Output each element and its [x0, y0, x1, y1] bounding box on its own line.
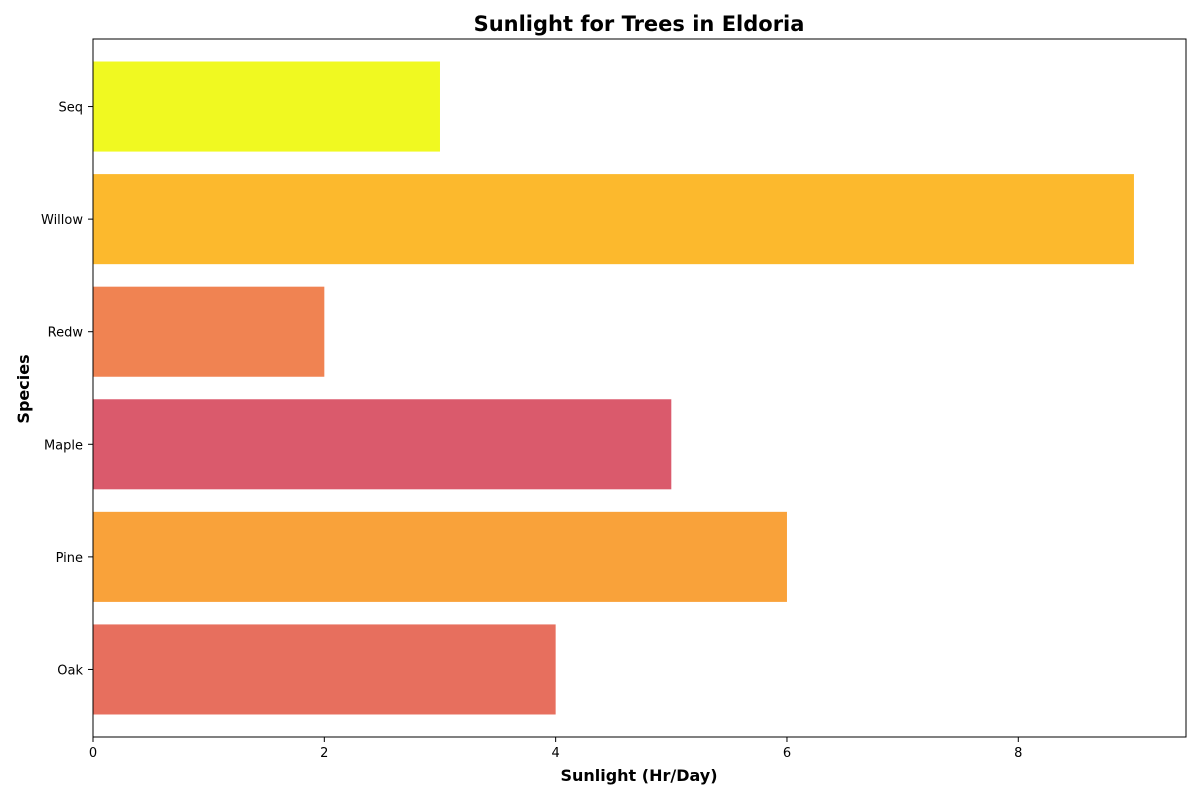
y-axis-ticks: Oak Pine Maple Redw Willow Seq [41, 101, 93, 678]
y-axis-label: Species [14, 354, 33, 423]
x-axis-label: Sunlight (Hr/Day) [560, 766, 717, 785]
bar-willow [93, 174, 1134, 265]
plot-frame [92, 38, 1187, 738]
bar-oak [93, 624, 556, 715]
bar-maple [93, 399, 672, 490]
x-tick-label: 6 [783, 746, 791, 761]
y-tick-label: Seq [58, 101, 83, 116]
y-tick-label: Maple [44, 438, 83, 453]
bar-seq [93, 61, 440, 152]
bar-redw [93, 286, 325, 377]
x-tick-label: 0 [89, 746, 97, 761]
y-tick-label: Oak [57, 663, 83, 678]
y-tick-label: Willow [41, 213, 83, 228]
y-tick-label: Redw [48, 326, 84, 341]
bars-group [93, 61, 1134, 715]
y-tick-label: Pine [56, 551, 83, 566]
chart-title: Sunlight for Trees in Eldoria [474, 12, 805, 36]
x-tick-label: 2 [320, 746, 328, 761]
x-axis-ticks: 0 2 4 6 8 [89, 737, 1022, 761]
x-tick-label: 8 [1014, 746, 1022, 761]
x-tick-label: 4 [552, 746, 560, 761]
bar-pine [93, 511, 787, 602]
